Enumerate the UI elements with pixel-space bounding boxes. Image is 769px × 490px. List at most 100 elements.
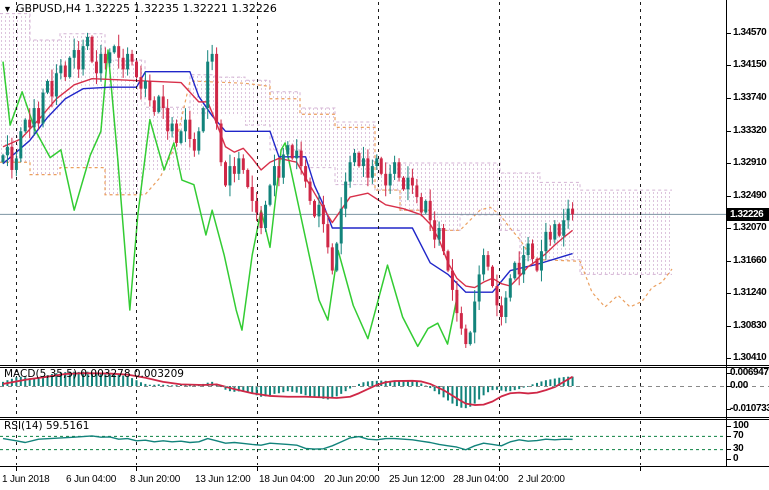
candle-body xyxy=(103,53,107,64)
candle-body xyxy=(317,204,321,217)
candle-body xyxy=(571,208,575,215)
main-price-panel[interactable] xyxy=(0,13,726,348)
macd-histogram-bar xyxy=(402,380,405,386)
candle-body xyxy=(14,158,18,170)
macd-histogram-bar xyxy=(455,386,458,407)
candle-body xyxy=(143,80,147,89)
candle-body xyxy=(299,150,303,167)
candle-body xyxy=(330,247,334,271)
macd-histogram-bar xyxy=(313,386,316,398)
candle-body xyxy=(424,200,428,213)
macd-histogram-bar xyxy=(309,386,312,397)
candle-body xyxy=(437,227,441,240)
macd-histogram-bar xyxy=(95,373,98,386)
candles-layer xyxy=(1,32,575,348)
candle-body xyxy=(473,301,477,333)
price-axis-label: 1.32910 xyxy=(733,157,767,168)
candle-body xyxy=(259,212,263,228)
macd-histogram-bar xyxy=(326,386,329,400)
macd-histogram-bar xyxy=(495,386,498,390)
macd-histogram-bar xyxy=(366,381,369,386)
macd-histogram-bar xyxy=(335,386,338,397)
candle-body xyxy=(197,131,201,151)
time-axis-label: 28 Jun 04:00 xyxy=(453,474,509,485)
time-axis-label: 6 Jun 04:00 xyxy=(66,474,117,485)
candle-body xyxy=(544,231,548,252)
candle-body xyxy=(170,123,174,132)
macd-histogram-bar xyxy=(224,386,227,390)
candle-body xyxy=(139,77,143,89)
candle-body xyxy=(344,181,348,209)
chikou-span-line xyxy=(2,49,459,348)
macd-histogram-bar xyxy=(277,386,280,394)
ichimoku-cloud xyxy=(580,190,672,275)
price-axis-label: 1.34570 xyxy=(733,27,767,38)
ichimoku-cloud xyxy=(300,108,335,168)
symbol-dropdown-icon[interactable]: ▼ xyxy=(3,4,12,14)
rsi-axis-label: 0 xyxy=(733,453,739,464)
macd-histogram-bar xyxy=(340,386,343,394)
candle-body xyxy=(268,185,272,205)
macd-histogram-bar xyxy=(171,385,174,387)
candle-body xyxy=(1,155,5,163)
macd-histogram-bar xyxy=(442,386,445,398)
candle-body xyxy=(255,200,259,213)
time-axis-label: 8 Jun 20:00 xyxy=(130,474,181,485)
macd-histogram-bar xyxy=(77,371,80,386)
macd-histogram-bar xyxy=(260,386,263,397)
candle-body xyxy=(175,123,179,143)
candle-body xyxy=(219,123,223,163)
candle-body xyxy=(28,119,32,128)
candle-body xyxy=(446,251,450,271)
candle-body xyxy=(72,50,76,58)
macd-histogram-bar xyxy=(24,377,27,386)
candle-body xyxy=(108,52,112,64)
kijun-sen-line xyxy=(2,70,573,293)
candle-body xyxy=(468,332,472,345)
macd-histogram-bar xyxy=(144,383,147,386)
ichimoku-cloud xyxy=(0,13,30,163)
macd-histogram-bar xyxy=(139,382,142,386)
candle-body xyxy=(94,61,98,74)
macd-axis-label: 0.00 xyxy=(730,380,748,391)
macd-histogram-bar xyxy=(291,386,294,392)
candle-body xyxy=(130,53,134,62)
macd-histogram-bar xyxy=(300,386,303,394)
candle-body xyxy=(179,131,183,143)
candle-body xyxy=(19,131,23,159)
rsi-panel[interactable] xyxy=(0,435,740,451)
macd-histogram-bar xyxy=(273,386,276,394)
candle-body xyxy=(313,200,316,217)
candle-body xyxy=(264,204,268,228)
macd-histogram-bar xyxy=(264,386,267,397)
macd-histogram-bar xyxy=(567,376,570,386)
candle-body xyxy=(304,166,308,182)
macd-histogram-bar xyxy=(398,380,401,386)
macd-histogram-bar xyxy=(473,386,476,404)
candle-body xyxy=(397,162,401,178)
price-axis-label: 1.33740 xyxy=(733,92,767,103)
candle-body xyxy=(295,150,299,159)
panel-borders xyxy=(0,0,769,471)
candle-body xyxy=(117,46,121,58)
macd-histogram-bar xyxy=(255,386,258,396)
time-axis-label: 25 Jun 12:00 xyxy=(389,474,445,485)
candle-body xyxy=(508,278,512,298)
macd-histogram-bar xyxy=(491,386,494,391)
macd-panel[interactable] xyxy=(2,371,574,409)
macd-histogram-bar xyxy=(113,374,116,386)
candle-body xyxy=(148,80,152,101)
macd-histogram-bar xyxy=(269,386,271,396)
price-axis-label: 1.32070 xyxy=(733,222,767,233)
candle-body xyxy=(357,152,361,167)
macd-histogram-bar xyxy=(237,386,240,392)
candle-body xyxy=(121,57,125,70)
candle-body xyxy=(99,53,103,74)
price-axis-label: 1.32490 xyxy=(733,190,767,201)
candle-body xyxy=(566,208,570,221)
macd-indicator-label: MACD(5,35,5) 0.003278 0.003209 xyxy=(4,368,184,380)
candle-body xyxy=(161,96,165,109)
macd-histogram-bar xyxy=(536,382,538,386)
candle-body xyxy=(464,328,468,345)
